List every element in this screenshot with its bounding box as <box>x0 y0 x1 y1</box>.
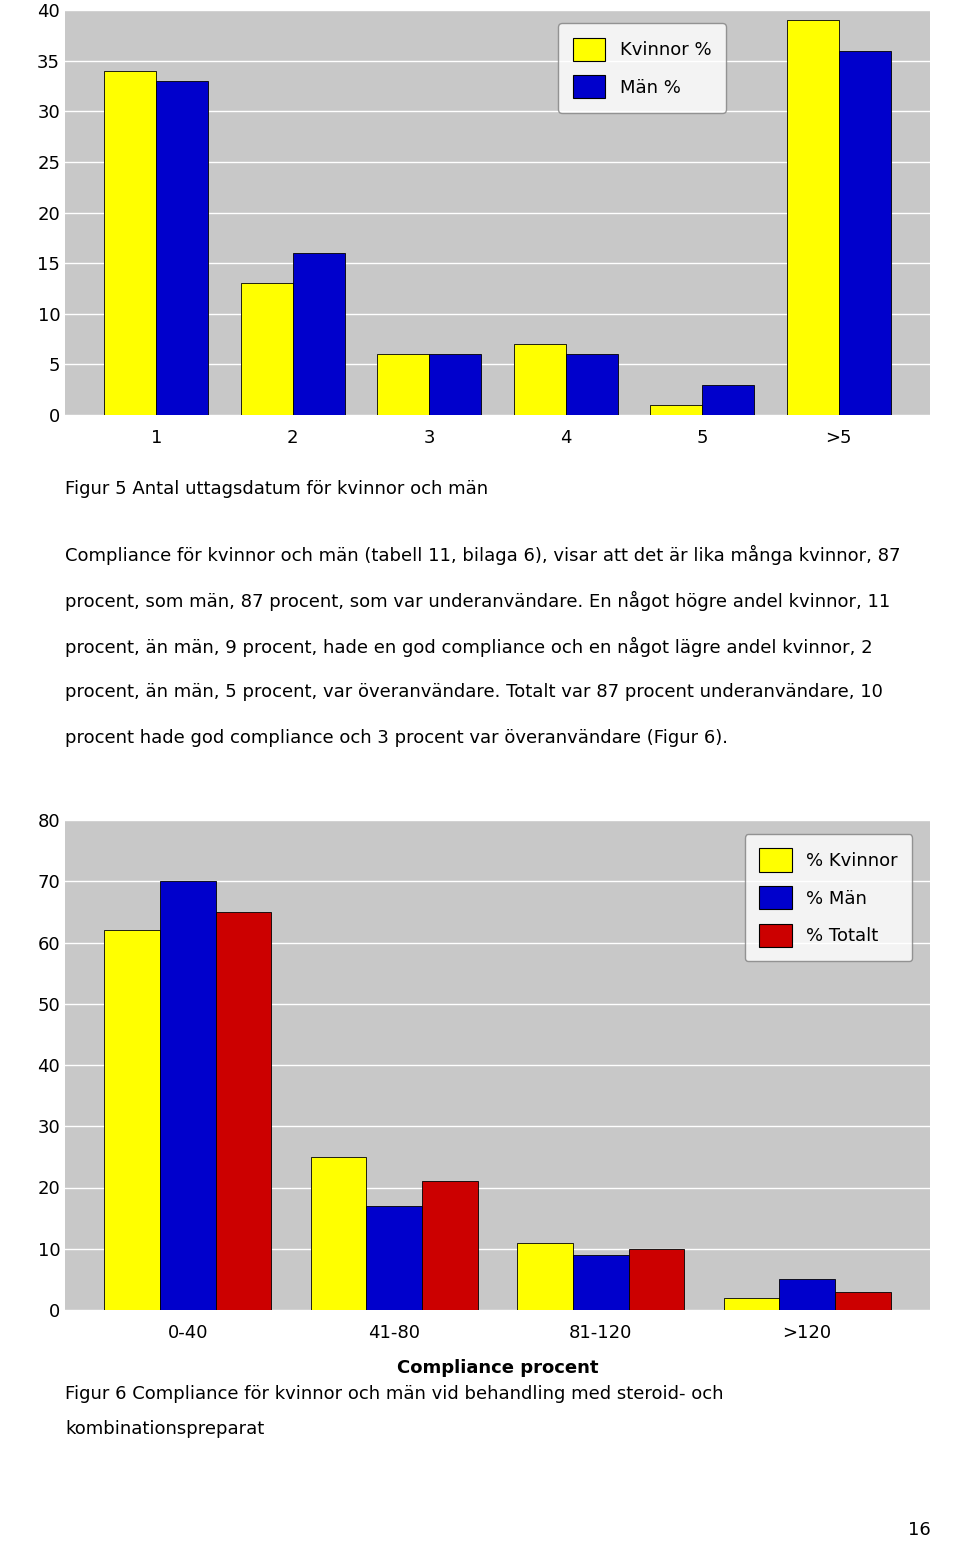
Bar <box>367 1206 422 1310</box>
Bar <box>629 1250 684 1310</box>
Text: procent hade god compliance och 3 procent var överanvändare (Figur 6).: procent hade god compliance och 3 procen… <box>65 729 728 746</box>
Bar <box>311 1158 367 1310</box>
Bar <box>724 1298 780 1310</box>
Bar <box>514 344 565 414</box>
Text: Compliance för kvinnor och män (tabell 11, bilaga 6), visar att det är lika mång: Compliance för kvinnor och män (tabell 1… <box>65 545 900 566</box>
Bar <box>422 1181 478 1310</box>
Bar <box>787 20 839 414</box>
Bar <box>835 1292 891 1310</box>
Bar <box>160 882 216 1310</box>
Text: Figur 6 Compliance för kvinnor och män vid behandling med steroid- och: Figur 6 Compliance för kvinnor och män v… <box>65 1385 724 1404</box>
Bar <box>293 252 345 414</box>
Legend: Kvinnor %, Män %: Kvinnor %, Män % <box>559 23 726 112</box>
Bar <box>377 354 429 414</box>
X-axis label: Compliance procent: Compliance procent <box>396 1359 598 1377</box>
Bar <box>105 930 160 1310</box>
Text: procent, än män, 5 procent, var överanvändare. Totalt var 87 procent underanvänd: procent, än män, 5 procent, var överanvä… <box>65 682 883 701</box>
Bar <box>429 354 481 414</box>
Text: Figur 5 Antal uttagsdatum för kvinnor och män: Figur 5 Antal uttagsdatum för kvinnor oc… <box>65 480 488 499</box>
Bar <box>241 284 293 414</box>
Text: 16: 16 <box>908 1521 931 1539</box>
Bar <box>703 385 755 414</box>
Text: procent, som män, 87 procent, som var underanvändare. En något högre andel kvinn: procent, som män, 87 procent, som var un… <box>65 590 890 611</box>
Bar <box>573 1254 629 1310</box>
Bar <box>780 1279 835 1310</box>
Bar <box>216 911 272 1310</box>
Text: kombinationspreparat: kombinationspreparat <box>65 1419 264 1438</box>
Bar <box>517 1243 573 1310</box>
Bar <box>651 405 703 414</box>
Bar <box>105 70 156 414</box>
Bar <box>839 50 891 414</box>
Text: procent, än män, 9 procent, hade en god compliance och en något lägre andel kvin: procent, än män, 9 procent, hade en god … <box>65 637 873 657</box>
Bar <box>156 81 208 414</box>
Legend: % Kvinnor, % Män, % Totalt: % Kvinnor, % Män, % Totalt <box>745 834 912 961</box>
Bar <box>565 354 617 414</box>
